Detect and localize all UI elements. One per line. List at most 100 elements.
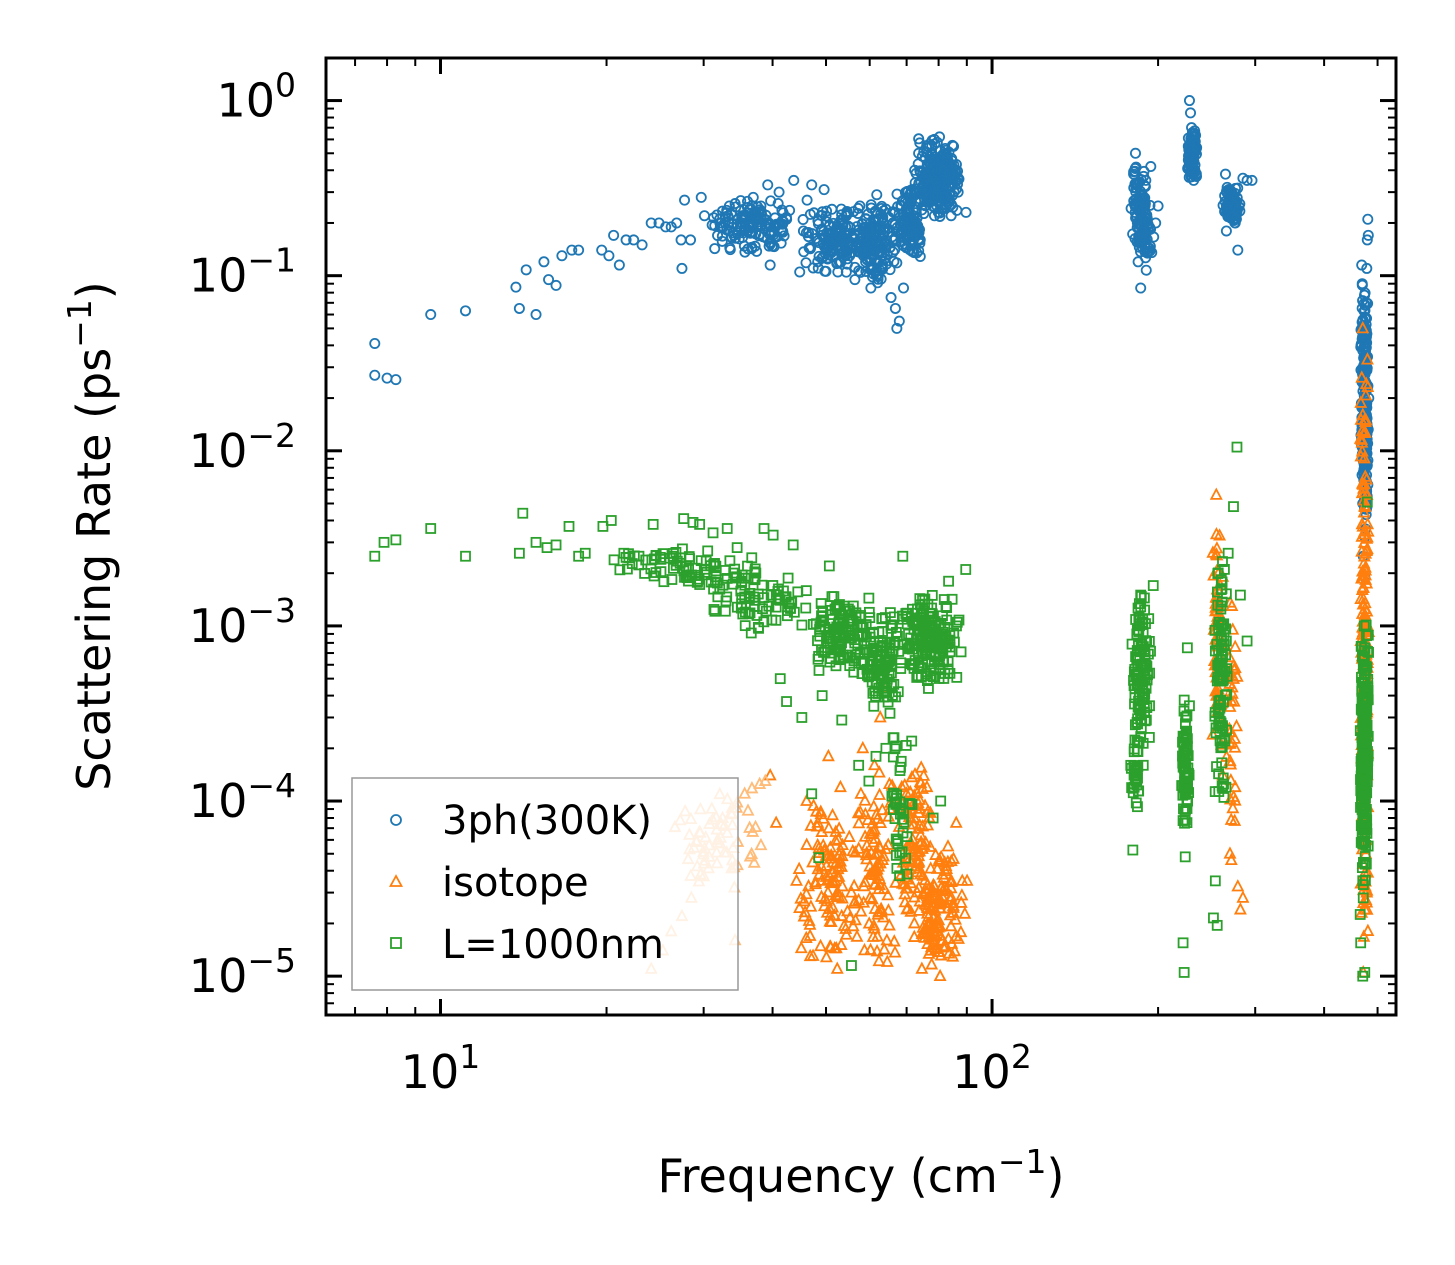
data-point-isotope	[1354, 395, 1368, 408]
data-point-l-1000nm	[1359, 801, 1371, 813]
data-point-l-1000nm	[941, 602, 953, 614]
data-point-l-1000nm	[1359, 874, 1371, 886]
data-point-isotope	[1355, 606, 1369, 619]
data-point-l-1000nm	[847, 615, 859, 627]
data-point-3ph-300k	[918, 174, 930, 186]
data-point-3ph-300k	[390, 374, 402, 386]
data-point-l-1000nm	[812, 653, 824, 665]
data-point-isotope	[857, 878, 871, 892]
data-point-3ph-300k	[833, 243, 845, 255]
data-point-3ph-300k	[797, 225, 809, 237]
data-point-isotope	[858, 806, 872, 820]
data-point-isotope	[899, 852, 913, 866]
data-point-l-1000nm	[774, 673, 786, 685]
data-point-isotope	[1228, 740, 1242, 753]
data-point-isotope	[865, 891, 879, 905]
data-point-isotope	[873, 787, 887, 800]
data-point-isotope	[937, 870, 951, 883]
data-point-isotope	[1228, 779, 1242, 793]
data-point-l-1000nm	[719, 605, 731, 617]
data-point-3ph-300k	[765, 195, 777, 207]
data-point-l-1000nm	[1180, 778, 1192, 790]
data-point-isotope	[826, 807, 840, 821]
data-point-3ph-300k	[755, 205, 767, 217]
data-point-isotope	[916, 819, 930, 832]
data-point-l-1000nm	[692, 575, 703, 587]
data-point-l-1000nm	[796, 712, 808, 723]
data-point-l-1000nm	[883, 642, 895, 654]
data-point-isotope	[824, 914, 838, 928]
data-point-3ph-300k	[871, 189, 883, 201]
data-point-isotope	[799, 886, 813, 900]
data-point-3ph-300k	[889, 302, 901, 314]
data-point-3ph-300k	[1358, 305, 1370, 317]
data-point-3ph-300k	[776, 215, 788, 227]
data-point-3ph-300k	[835, 203, 847, 215]
data-point-l-1000nm	[1362, 681, 1374, 693]
data-point-3ph-300k	[844, 250, 856, 262]
data-point-isotope	[803, 948, 817, 962]
x-tick-label: 102	[952, 1037, 1032, 1099]
data-point-3ph-300k	[1356, 316, 1368, 328]
data-point-isotope	[853, 804, 867, 818]
data-point-isotope	[1360, 530, 1374, 543]
data-point-isotope	[809, 804, 823, 817]
data-point-3ph-300k	[924, 151, 936, 163]
data-point-3ph-300k	[1143, 242, 1155, 254]
data-point-l-1000nm	[862, 669, 873, 681]
data-point-l-1000nm	[884, 655, 896, 666]
data-point-l-1000nm	[927, 812, 939, 824]
data-point-isotope	[823, 901, 837, 914]
data-point-isotope	[946, 949, 960, 962]
data-point-l-1000nm	[870, 690, 882, 702]
data-point-3ph-300k	[885, 292, 897, 304]
data-point-3ph-300k	[945, 210, 957, 222]
data-point-l-1000nm	[920, 647, 932, 658]
data-point-isotope	[860, 845, 874, 859]
data-point-3ph-300k	[839, 226, 851, 238]
data-point-isotope	[844, 885, 858, 898]
data-point-isotope	[1361, 516, 1375, 530]
data-point-l-1000nm	[878, 678, 890, 690]
data-point-3ph-300k	[1361, 234, 1373, 246]
data-point-l-1000nm	[889, 636, 901, 648]
data-point-3ph-300k	[876, 202, 888, 214]
data-point-l-1000nm	[709, 605, 721, 617]
data-point-isotope	[1236, 890, 1250, 903]
data-point-l-1000nm	[813, 665, 825, 676]
data-point-l-1000nm	[1359, 710, 1371, 722]
data-point-isotope	[916, 781, 929, 794]
data-point-isotope	[852, 841, 866, 854]
data-point-isotope	[868, 847, 882, 860]
data-point-isotope	[867, 835, 881, 848]
data-point-3ph-300k	[1141, 247, 1153, 259]
data-point-isotope	[943, 907, 957, 921]
data-point-l-1000nm	[1228, 501, 1239, 513]
data-point-l-1000nm	[647, 518, 659, 530]
data-point-3ph-300k	[854, 200, 866, 212]
data-point-l-1000nm	[784, 602, 796, 614]
data-point-l-1000nm	[834, 599, 845, 610]
data-point-3ph-300k	[918, 208, 930, 220]
data-point-3ph-300k	[676, 262, 688, 274]
data-point-l-1000nm	[597, 521, 609, 532]
data-point-isotope	[818, 891, 832, 904]
data-point-3ph-300k	[1359, 313, 1371, 325]
data-point-isotope	[944, 880, 958, 894]
data-point-3ph-300k	[573, 244, 585, 256]
legend-label-boundary: L=1000nm	[442, 922, 664, 968]
data-point-l-1000nm	[1356, 672, 1367, 683]
data-point-isotope	[867, 877, 881, 890]
data-point-l-1000nm	[913, 659, 924, 671]
data-point-l-1000nm	[1360, 734, 1372, 746]
data-point-isotope	[1358, 608, 1372, 621]
data-point-l-1000nm	[687, 517, 699, 528]
data-point-isotope	[919, 884, 933, 897]
data-point-isotope	[1230, 718, 1243, 732]
legend-label-isotope: isotope	[442, 860, 589, 906]
data-point-3ph-300k	[566, 244, 578, 256]
data-point-3ph-300k	[821, 205, 833, 217]
data-point-l-1000nm	[772, 593, 784, 605]
data-point-3ph-300k	[901, 226, 913, 238]
data-point-l-1000nm	[1358, 713, 1370, 725]
